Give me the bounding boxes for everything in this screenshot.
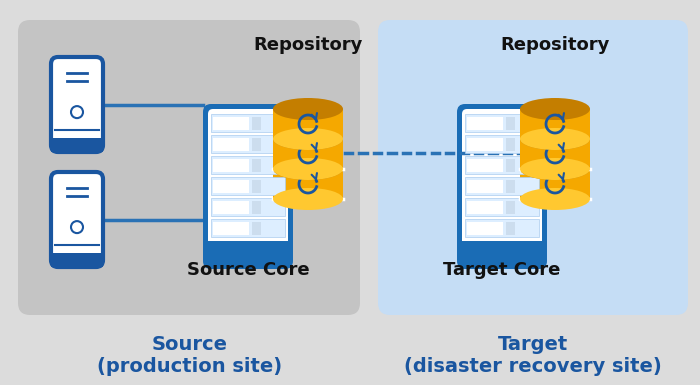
Bar bbox=[465, 198, 539, 216]
Text: Source
(production site): Source (production site) bbox=[97, 335, 283, 375]
Text: Repository: Repository bbox=[500, 36, 610, 54]
FancyBboxPatch shape bbox=[208, 109, 288, 264]
Bar bbox=[465, 177, 539, 195]
Bar bbox=[273, 109, 343, 139]
Bar bbox=[208, 241, 288, 264]
Text: Source Core: Source Core bbox=[187, 261, 309, 279]
FancyBboxPatch shape bbox=[457, 104, 547, 269]
Bar bbox=[465, 135, 539, 153]
Text: Target
(disaster recovery site): Target (disaster recovery site) bbox=[404, 335, 662, 375]
Bar bbox=[465, 114, 539, 132]
Bar bbox=[213, 201, 249, 214]
Ellipse shape bbox=[520, 188, 590, 210]
Ellipse shape bbox=[520, 128, 590, 150]
Text: Target Core: Target Core bbox=[443, 261, 561, 279]
Bar bbox=[520, 109, 590, 139]
Bar bbox=[506, 138, 515, 151]
Bar bbox=[273, 169, 343, 199]
Bar bbox=[213, 117, 249, 130]
Bar bbox=[506, 159, 515, 172]
Ellipse shape bbox=[520, 128, 590, 150]
Bar bbox=[211, 135, 285, 153]
Ellipse shape bbox=[71, 106, 83, 118]
Bar bbox=[252, 138, 261, 151]
Bar bbox=[520, 169, 590, 199]
Ellipse shape bbox=[273, 128, 343, 150]
Bar bbox=[465, 219, 539, 237]
Bar bbox=[51, 253, 103, 267]
Bar bbox=[467, 222, 503, 235]
FancyBboxPatch shape bbox=[18, 20, 360, 315]
Bar bbox=[211, 177, 285, 195]
Bar bbox=[252, 201, 261, 214]
Bar bbox=[506, 117, 515, 130]
Bar bbox=[211, 156, 285, 174]
Bar bbox=[506, 180, 515, 193]
Ellipse shape bbox=[520, 158, 590, 180]
Ellipse shape bbox=[273, 188, 343, 210]
Bar bbox=[252, 117, 261, 130]
Bar bbox=[467, 180, 503, 193]
Ellipse shape bbox=[273, 158, 343, 180]
Text: Repository: Repository bbox=[253, 36, 363, 54]
Bar bbox=[273, 139, 343, 169]
Bar bbox=[520, 139, 590, 169]
Bar bbox=[465, 156, 539, 174]
Bar bbox=[211, 219, 285, 237]
Ellipse shape bbox=[273, 128, 343, 150]
Ellipse shape bbox=[273, 98, 343, 120]
Ellipse shape bbox=[520, 158, 590, 180]
Bar bbox=[467, 159, 503, 172]
Bar bbox=[213, 138, 249, 151]
FancyBboxPatch shape bbox=[378, 20, 688, 315]
Bar bbox=[467, 117, 503, 130]
Bar bbox=[252, 180, 261, 193]
Bar bbox=[213, 180, 249, 193]
Bar bbox=[467, 201, 503, 214]
Bar bbox=[252, 159, 261, 172]
FancyBboxPatch shape bbox=[462, 109, 542, 264]
FancyBboxPatch shape bbox=[203, 104, 293, 269]
Bar bbox=[211, 114, 285, 132]
Bar bbox=[462, 241, 542, 264]
Bar bbox=[213, 222, 249, 235]
Ellipse shape bbox=[71, 221, 83, 233]
FancyBboxPatch shape bbox=[8, 8, 692, 377]
Bar bbox=[51, 138, 103, 152]
Ellipse shape bbox=[273, 158, 343, 180]
Bar bbox=[252, 222, 261, 235]
Bar bbox=[211, 198, 285, 216]
Bar bbox=[506, 222, 515, 235]
Ellipse shape bbox=[520, 98, 590, 120]
FancyBboxPatch shape bbox=[51, 172, 103, 267]
Bar bbox=[213, 159, 249, 172]
FancyBboxPatch shape bbox=[51, 57, 103, 152]
Bar bbox=[506, 201, 515, 214]
Bar bbox=[467, 138, 503, 151]
